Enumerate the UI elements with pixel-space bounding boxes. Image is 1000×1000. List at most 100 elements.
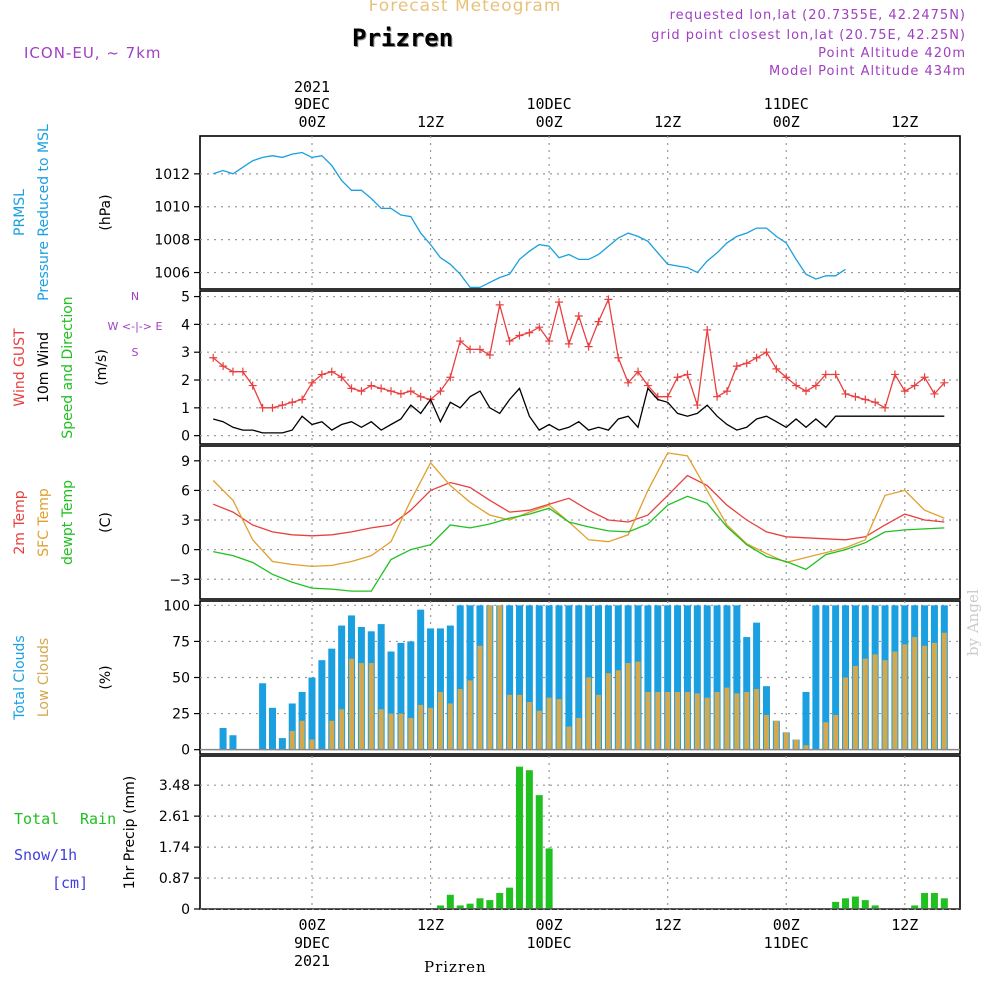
low-cloud-bar (724, 687, 730, 750)
gust-marker (505, 337, 514, 346)
low-cloud-bar (892, 651, 898, 750)
total-cloud-bar (436, 628, 444, 750)
low-cloud-bar (477, 645, 483, 750)
ytick-label: 0.87 (159, 871, 190, 887)
ytick-label: 0 (181, 543, 190, 559)
ytick-label: 3 (181, 345, 190, 361)
total-cloud-bar (575, 605, 583, 750)
rain-bar (456, 905, 464, 909)
series-line-pressure (212, 151, 846, 289)
plot-area (200, 766, 960, 909)
gust-marker (752, 353, 761, 362)
gust-marker (545, 337, 554, 346)
side-label: Pressure Reduced to MSL (36, 124, 52, 301)
gust-marker (782, 373, 791, 382)
gust-marker (387, 387, 396, 396)
total-cloud-bar (387, 651, 395, 750)
requested-coords: requested lon,lat (20.7355E, 42.2475N) (669, 8, 966, 23)
low-cloud-bar (309, 739, 315, 750)
top-time-label: 12Z (654, 113, 681, 131)
side-label: dewpt Temp (60, 480, 76, 565)
gust-marker (466, 345, 475, 354)
gust-marker (594, 317, 603, 326)
low-cloud-bar (526, 702, 532, 750)
total-cloud-bar (229, 735, 237, 750)
total-cloud-bar (644, 605, 652, 750)
top-time-label: 9DEC (294, 95, 330, 113)
gust-marker (258, 403, 267, 412)
plot-area (212, 151, 846, 289)
top-time-label: 12Z (891, 113, 918, 131)
side-label: SFC Temp (36, 488, 52, 557)
total-cloud-bar (259, 683, 267, 750)
rain-bar (466, 903, 474, 909)
panel-frame (199, 445, 961, 600)
panel-frame (199, 290, 961, 445)
low-cloud-bar (773, 720, 779, 750)
low-cloud-bar (447, 703, 453, 750)
rain-bar (506, 887, 514, 909)
panel-clouds: 0 25 50 75 100 Total Clouds Low Clouds (%) (12, 598, 961, 759)
y-axis-label: 1hr Precip (mm) (122, 776, 138, 889)
side-label: 2m Temp (12, 490, 28, 554)
total-cloud-bar (456, 605, 464, 750)
gust-marker (624, 378, 633, 387)
gust-marker (525, 328, 534, 337)
low-cloud-bar (931, 642, 937, 750)
low-cloud-bar (793, 739, 799, 750)
gust-marker (446, 373, 455, 382)
bottom-time-label: 2021 (294, 952, 330, 970)
rain-bar (525, 770, 533, 909)
gust-marker (584, 342, 593, 351)
gust-marker (248, 381, 257, 390)
y-axis-label: (%) (98, 665, 114, 689)
rain-bar (535, 795, 543, 909)
gust-marker (841, 389, 850, 398)
rain-bar (515, 766, 523, 909)
low-cloud-bar (596, 694, 602, 750)
y-axis-label: (C) (98, 512, 114, 533)
panel-frame (199, 755, 961, 910)
low-cloud-bar (289, 730, 295, 750)
gust-marker (742, 359, 751, 368)
gust-marker (772, 364, 781, 373)
gust-marker (673, 373, 682, 382)
plot-area (209, 295, 949, 434)
gust-marker (881, 403, 890, 412)
gust-marker (910, 381, 919, 390)
side-label-total: Total (14, 810, 59, 828)
ytick-label: 4 (181, 317, 190, 333)
low-cloud-bar (418, 704, 424, 750)
low-cloud-bar (566, 726, 572, 750)
low-cloud-bar (398, 713, 404, 750)
low-cloud-bar (645, 691, 651, 750)
gust-marker (663, 392, 672, 401)
low-cloud-bar (536, 710, 542, 750)
low-cloud-bar (339, 709, 345, 750)
low-cloud-bar (655, 691, 661, 750)
low-cloud-bar (299, 720, 305, 750)
top-time-label: 00Z (773, 113, 800, 131)
bottom-time-label: 12Z (654, 916, 681, 934)
total-cloud-bar (268, 707, 276, 750)
chart-title: Forecast Meteogram (368, 0, 562, 16)
gust-marker (683, 370, 692, 379)
low-cloud-bar (675, 691, 681, 750)
low-cloud-bar (872, 654, 878, 750)
low-cloud-bar (576, 717, 582, 750)
panel-pressure: 1006 1008 1010 1012 PRMSL Pressure Reduced to… (12, 124, 961, 301)
gust-marker (634, 367, 643, 376)
low-cloud-bar (803, 745, 809, 750)
total-cloud-bar (723, 605, 731, 750)
side-label: Speed and Direction (60, 296, 76, 438)
series-line-2m-temp (212, 474, 945, 541)
low-cloud-bar (437, 691, 443, 750)
gust-marker (614, 353, 623, 362)
low-cloud-bar (605, 673, 611, 750)
low-cloud-bar (368, 663, 374, 750)
top-time-label: 00Z (298, 113, 325, 131)
rain-bar (436, 905, 444, 909)
low-cloud-bar (714, 691, 720, 750)
top-time-label: 2021 (294, 78, 330, 96)
